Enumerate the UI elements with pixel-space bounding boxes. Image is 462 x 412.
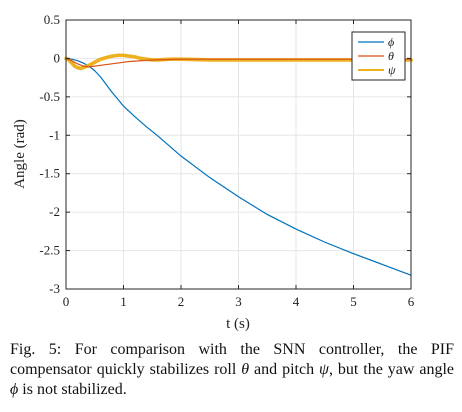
y-tick-label: -2.5	[39, 243, 60, 258]
axis-ticks: 0 1 2 3 4 5 6 0.5 0 -0.5 -1 -1.5 -2 -2.5 -3	[39, 12, 414, 309]
x-tick-label: 5	[350, 294, 357, 309]
figure-caption: Fig. 5: For comparison with the SNN cont…	[10, 340, 454, 400]
caption-theta-symbol: θ	[241, 361, 250, 378]
caption-psi-symbol: ψ	[319, 361, 329, 378]
series-lines	[64, 53, 413, 276]
x-tick-label: 3	[235, 294, 242, 309]
y-tick-label: 0.5	[44, 12, 60, 27]
x-tick-label: 2	[178, 294, 185, 309]
caption-middle: and pitch	[249, 361, 320, 378]
y-tick-label: -1.5	[39, 166, 60, 181]
line-chart: 0 1 2 3 4 5 6 0.5 0 -0.5 -1 -1.5 -2 -2.5 -3 t (s) Angl…	[12, 12, 415, 332]
x-axis-label: t (s)	[226, 316, 250, 332]
y-tick-label: -2	[49, 204, 60, 219]
y-tick-label: 0	[54, 50, 61, 65]
caption-middle2: , but the yaw angle	[328, 361, 454, 378]
y-tick-label: -3	[49, 281, 60, 296]
legend-label: ϕ	[388, 35, 394, 49]
y-tick-label: -0.5	[39, 89, 60, 104]
x-tick-label: 4	[293, 294, 300, 309]
y-tick-label: -1	[49, 127, 60, 142]
legend-label: θ	[388, 49, 394, 63]
legend-label: ψ	[388, 63, 396, 77]
caption-suffix: is not stabilized.	[18, 381, 127, 398]
series-line-2	[65, 57, 412, 68]
legend: ϕθψ	[351, 31, 406, 81]
caption-phi-symbol: ϕ	[10, 381, 19, 398]
x-tick-label: 6	[408, 294, 415, 309]
y-axis-label: Angle (rad)	[12, 119, 28, 189]
x-tick-label: 1	[120, 294, 127, 309]
x-tick-label: 0	[63, 294, 70, 309]
caption-prefix: Fig. 5: For comparison with the SNN cont…	[10, 341, 454, 378]
